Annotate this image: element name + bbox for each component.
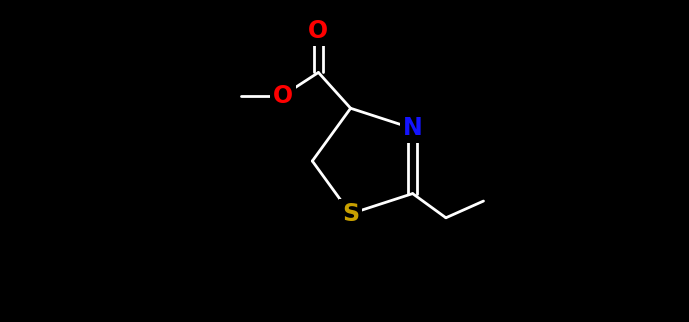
Text: O: O	[273, 84, 293, 108]
Text: S: S	[342, 202, 359, 226]
Text: O: O	[309, 19, 329, 43]
Text: N: N	[403, 117, 422, 140]
